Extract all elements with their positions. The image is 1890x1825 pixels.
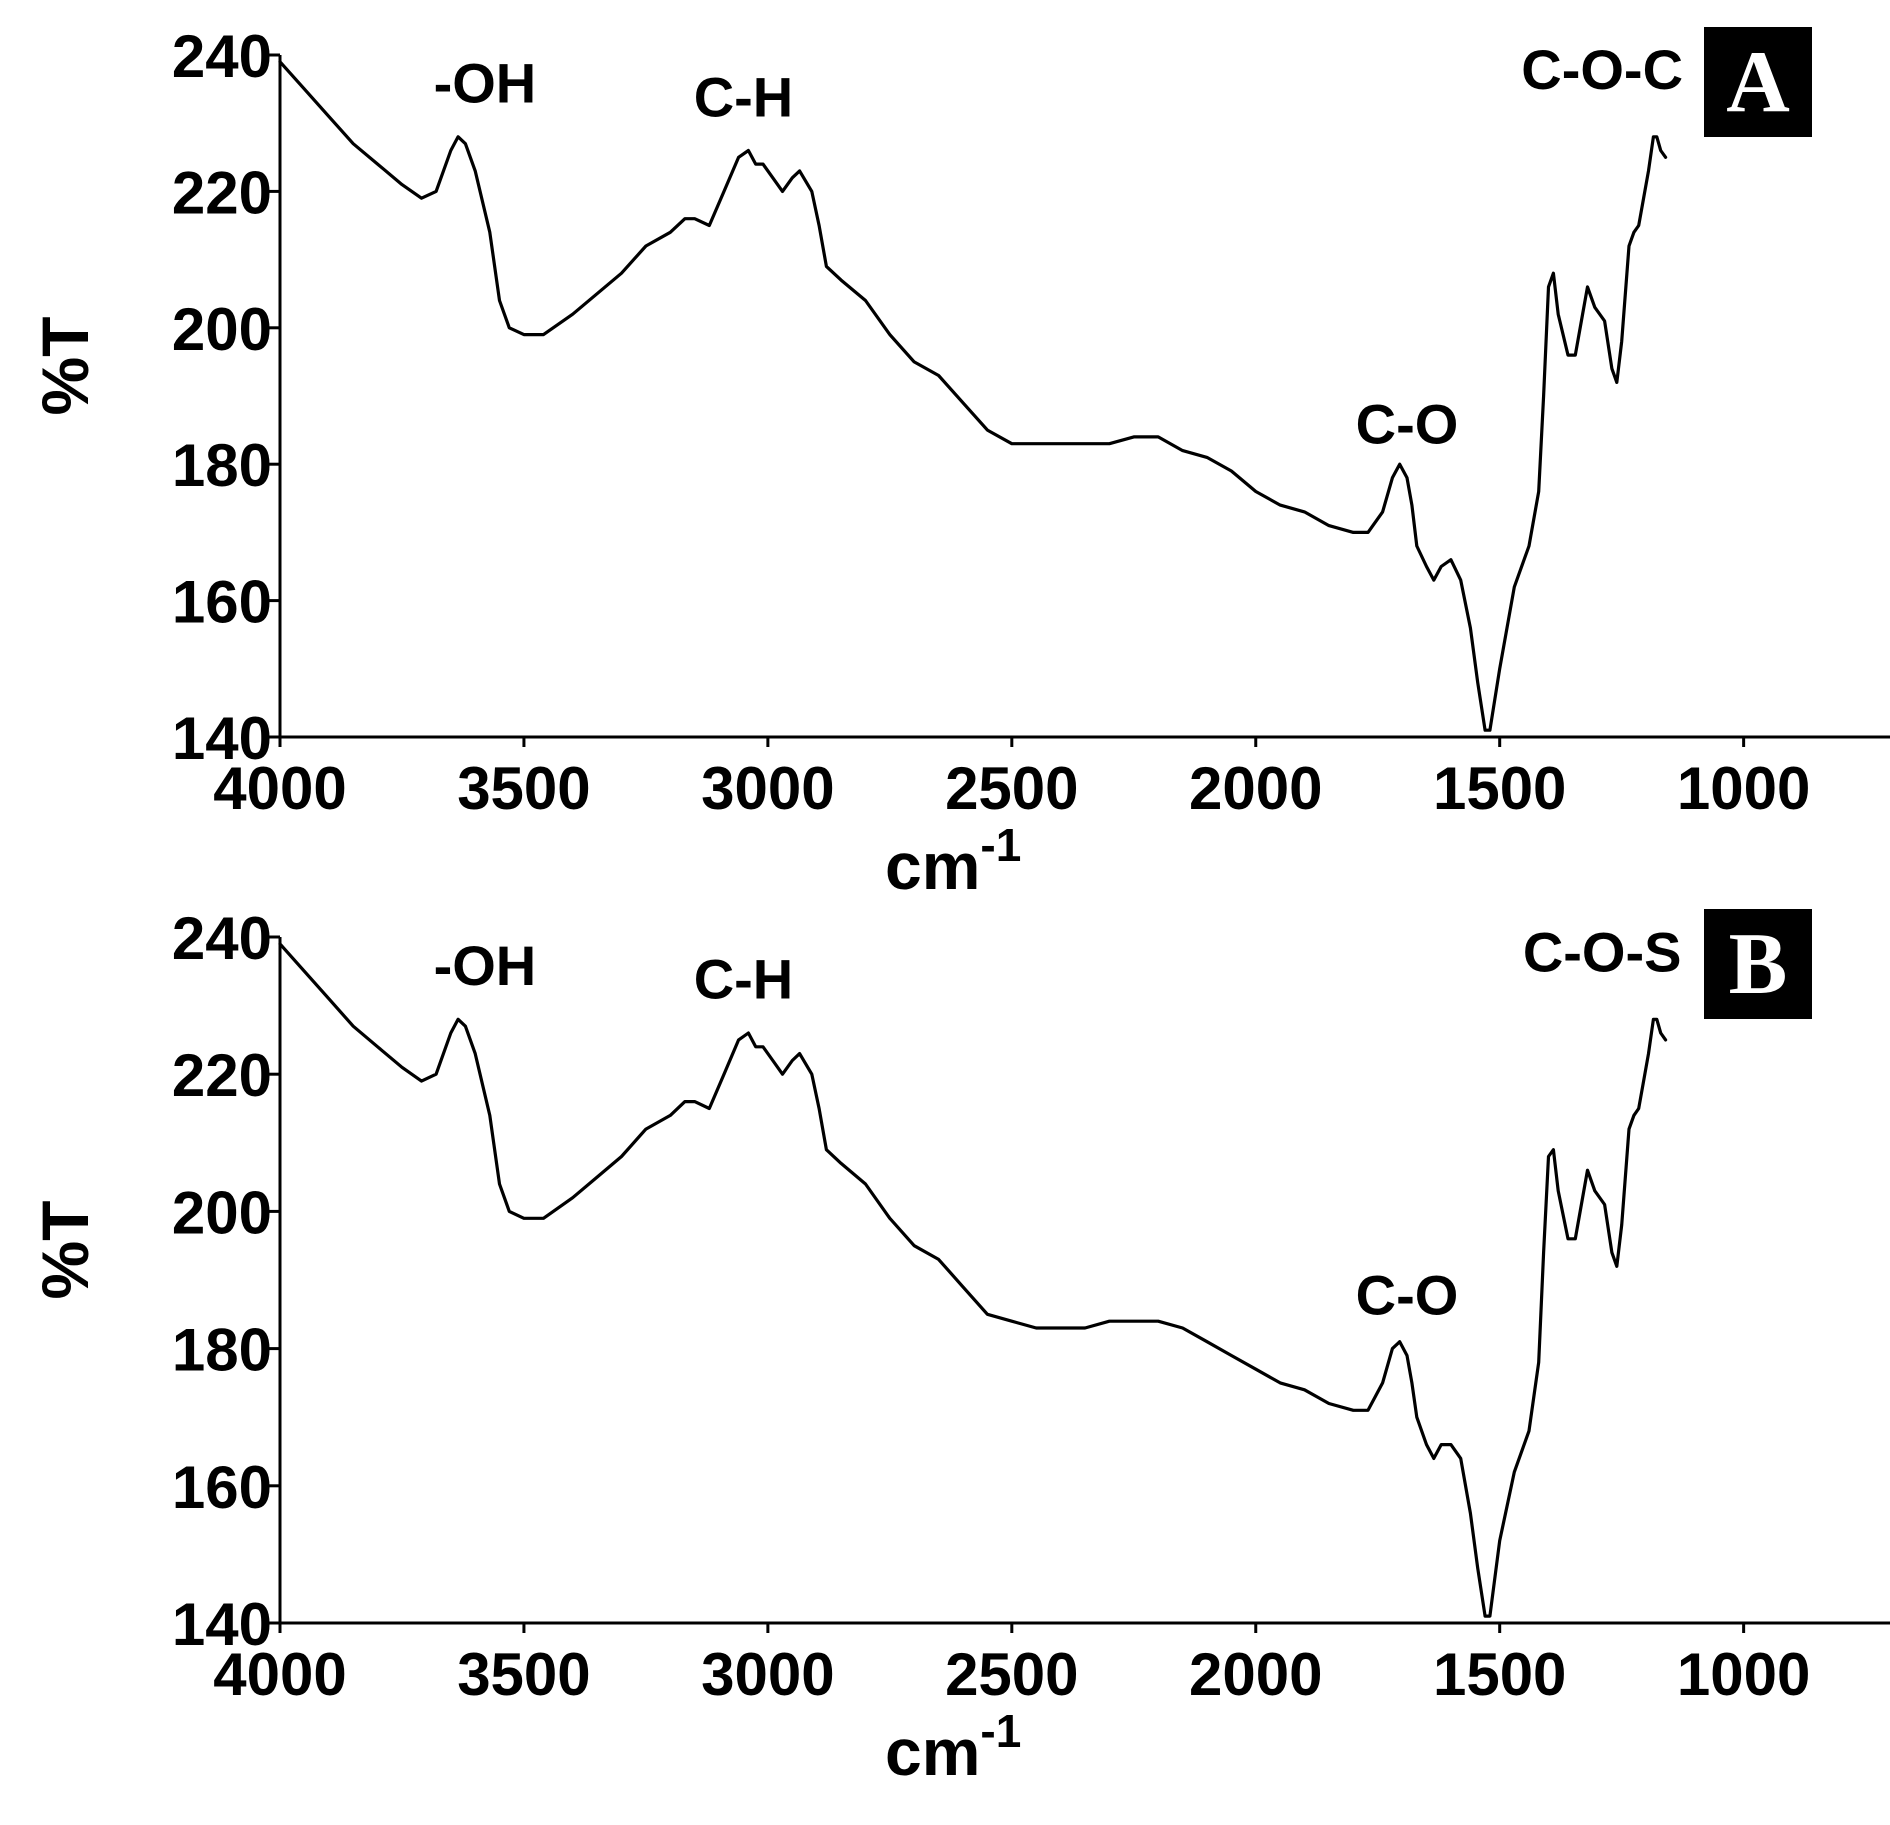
peak-annotation: -OH: [434, 52, 537, 115]
peak-annotation: C-H: [694, 948, 794, 1011]
x-axis-title-base: cm: [885, 1715, 980, 1789]
panel-label-box: [1704, 909, 1812, 1019]
x-tick-label: 4000: [213, 1641, 346, 1708]
y-tick-label: 140: [172, 1591, 272, 1658]
x-tick-label: 3500: [457, 755, 590, 822]
peak-annotation: C-H: [694, 65, 794, 128]
panel-label-box: [1704, 27, 1812, 137]
y-tick-label: 220: [172, 159, 272, 226]
x-axis-title-superscript: -1: [980, 819, 1021, 871]
y-tick-label: 240: [172, 905, 272, 972]
x-tick-label: 3000: [701, 755, 834, 822]
y-axis-title: %T: [28, 317, 102, 416]
y-tick-label: 240: [172, 23, 272, 90]
panel-label: A: [1726, 34, 1790, 131]
y-tick-label: 180: [172, 1317, 272, 1384]
spectrum-line-a: [278, 60, 1668, 732]
x-tick-label: 2000: [1189, 755, 1322, 822]
panel-a: 140 160 180 200 220 240 4000 3500 3000 2500 2000 15…: [28, 23, 1890, 903]
y-axis-title: %T: [28, 1201, 102, 1300]
peak-annotation: C-O: [1356, 393, 1459, 456]
peak-annotation: C-O-S: [1523, 920, 1682, 983]
x-tick-label: 3500: [457, 1641, 590, 1708]
x-axis-title-superscript: -1: [980, 1705, 1021, 1757]
y-tick-label: 140: [172, 705, 272, 772]
x-axis-title-base: cm: [885, 829, 980, 903]
x-tick-label: 4000: [213, 755, 346, 822]
peak-annotation: C-O-C: [1521, 38, 1683, 101]
y-tick-label: 220: [172, 1042, 272, 1109]
peak-annotation: -OH: [434, 934, 537, 997]
x-tick-label: 1500: [1433, 755, 1566, 822]
x-tick-label: 1000: [1677, 755, 1810, 822]
x-axis-title: cm-1: [885, 819, 1021, 903]
panel-b: 140 160 180 200 220 240 4000 3500 3000 2500 2000 15…: [28, 905, 1890, 1789]
x-tick-label: 1500: [1433, 1641, 1566, 1708]
y-tick-label: 180: [172, 432, 272, 499]
spectrum-line-b: [278, 942, 1668, 1618]
x-tick-label: 1000: [1677, 1641, 1810, 1708]
x-tick-label: 2000: [1189, 1641, 1322, 1708]
x-axis-title: cm-1: [885, 1705, 1021, 1789]
y-tick-label: 200: [172, 1179, 272, 1246]
y-tick-label: 160: [172, 569, 272, 636]
peak-annotation: C-O: [1356, 1263, 1459, 1326]
x-tick-label: 2500: [945, 1641, 1078, 1708]
x-tick-label: 3000: [701, 1641, 834, 1708]
x-tick-label: 2500: [945, 755, 1078, 822]
y-tick-label: 160: [172, 1454, 272, 1521]
y-tick-label: 200: [172, 296, 272, 363]
panel-label: B: [1729, 916, 1788, 1013]
